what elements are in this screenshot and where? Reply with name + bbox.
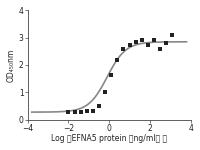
Point: [122, 47, 125, 50]
Point: [134, 41, 137, 43]
Point: [152, 39, 156, 41]
Point: [79, 111, 82, 113]
Point: [104, 91, 107, 93]
Point: [158, 47, 162, 50]
Point: [85, 110, 88, 112]
Point: [146, 43, 149, 46]
Point: [110, 73, 113, 76]
Point: [67, 111, 70, 113]
Point: [128, 43, 131, 46]
Point: [116, 58, 119, 61]
Y-axis label: OD₄₅₀nm: OD₄₅₀nm: [7, 48, 16, 82]
Point: [97, 105, 101, 107]
Point: [171, 34, 174, 36]
Point: [165, 42, 168, 44]
Point: [91, 110, 95, 112]
Point: [73, 111, 76, 113]
X-axis label: Log （EFNA5 protein （ng/ml） ）: Log （EFNA5 protein （ng/ml） ）: [51, 134, 167, 143]
Point: [140, 39, 143, 42]
